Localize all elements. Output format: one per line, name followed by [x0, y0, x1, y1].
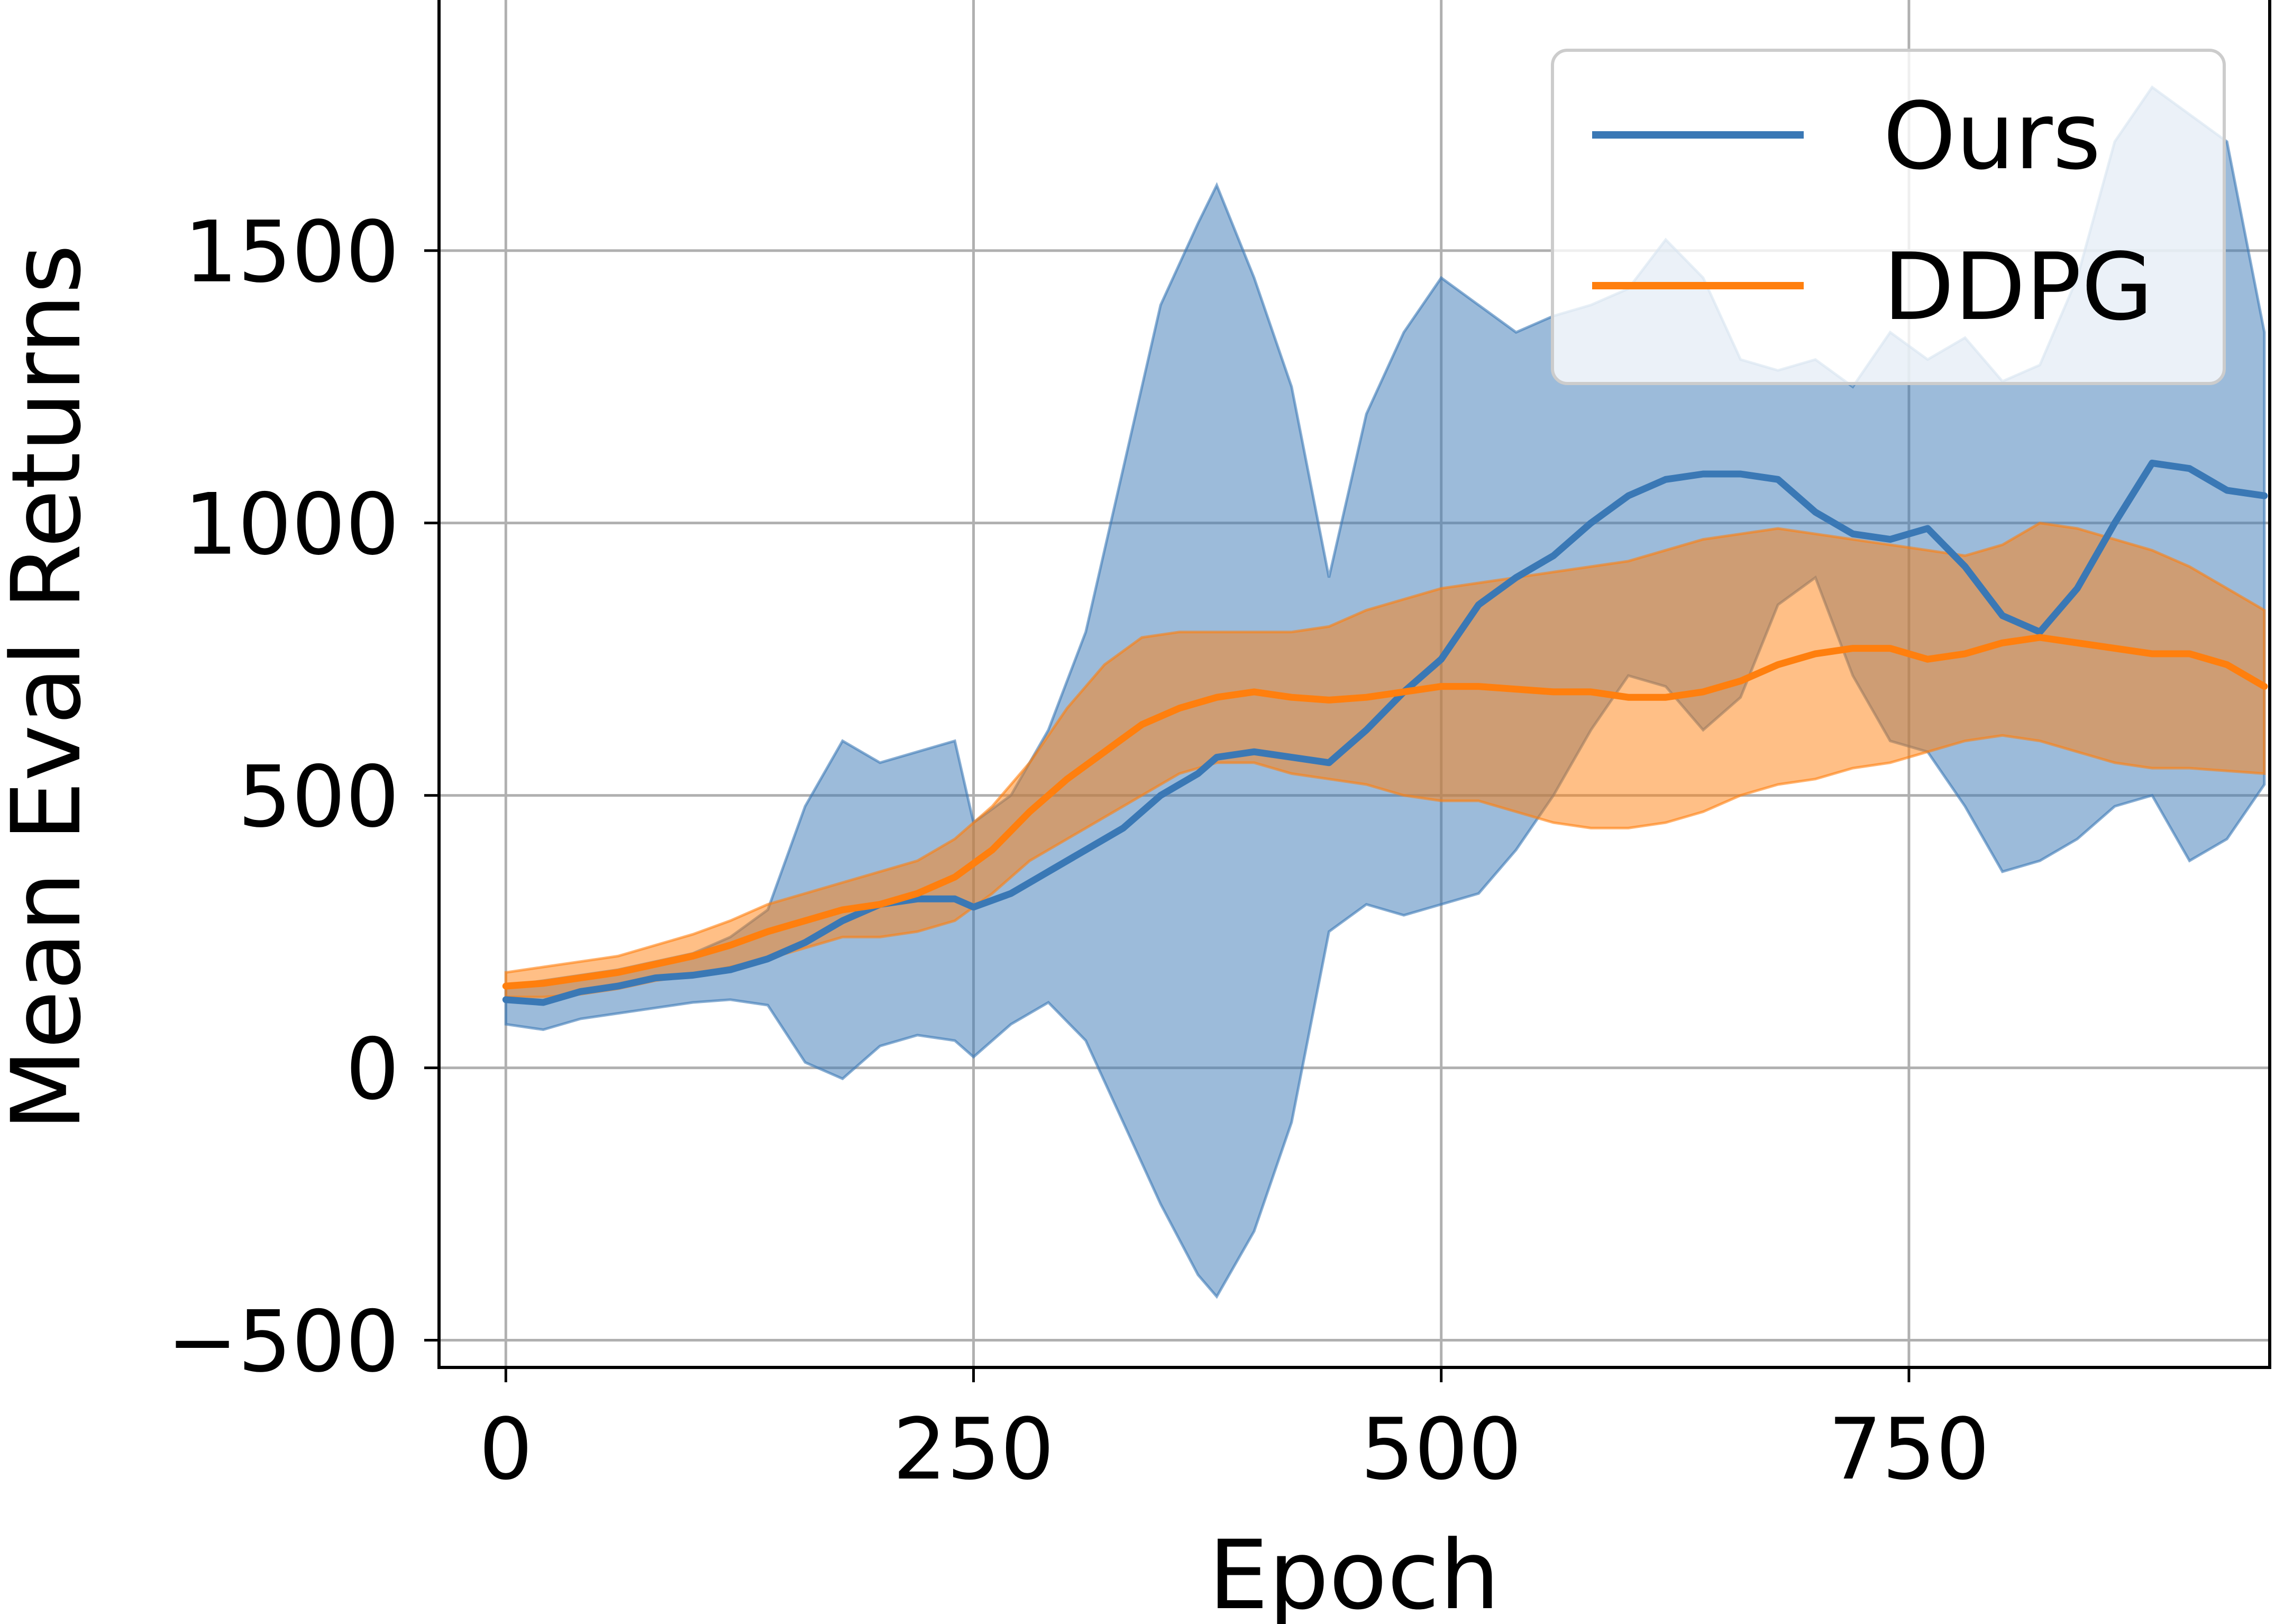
x-tick-label: 750 [1828, 1400, 1989, 1499]
y-axis-label: Mean Eval Returns [0, 244, 102, 1132]
y-tick-label: 0 [345, 1020, 399, 1119]
line-ours [502, 459, 2268, 1006]
legend-label-ddpg: DDPG [1883, 234, 2153, 341]
x-tick-label: 0 [479, 1400, 533, 1499]
y-tick-label: 500 [238, 747, 399, 846]
legend: Ours DDPG [1551, 49, 2226, 385]
x-tick-label: 500 [1360, 1400, 1522, 1499]
x-axis-ticks: 0 250 500 750 [479, 1367, 1990, 1499]
y-axis-ticks: −500 0 500 1000 1500 [167, 203, 439, 1391]
y-tick-label: 1000 [184, 475, 399, 574]
y-tick-label: 1500 [184, 203, 399, 302]
series-lines [502, 459, 2268, 1006]
x-axis-label: Epoch [1208, 1520, 1500, 1624]
y-tick-label: −500 [167, 1292, 399, 1391]
line-ddpg [502, 634, 2268, 990]
legend-label-ours: Ours [1883, 83, 2101, 190]
plot-frame [437, 0, 2271, 1369]
x-tick-label: 250 [893, 1400, 1054, 1499]
